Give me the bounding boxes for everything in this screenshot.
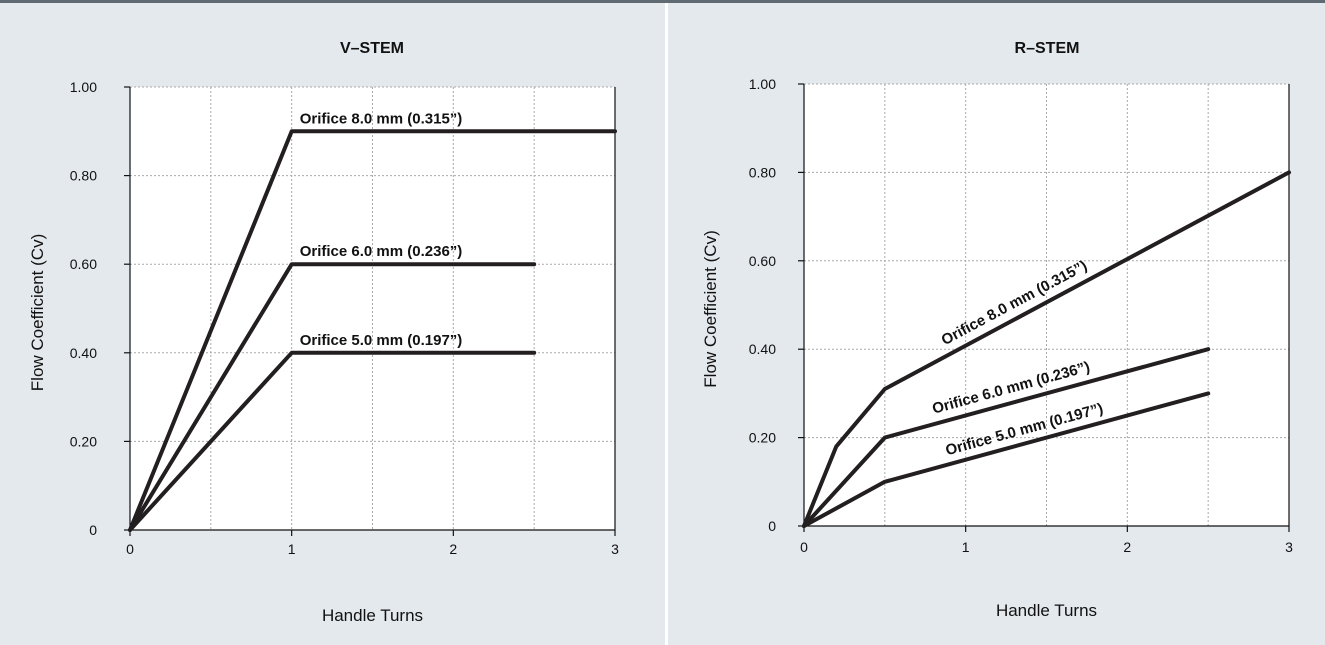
r-stem-y-tick-label: 0: [768, 518, 776, 534]
r-stem-y-tick-label: 0.20: [749, 430, 776, 446]
v-stem-series-line-1: [128, 129, 617, 532]
r-stem-x-tick-label: 0: [800, 539, 808, 555]
r-stem-series-line-1: [802, 170, 1291, 528]
v-stem-x-tick-label: 2: [449, 541, 457, 557]
v-stem-y-tick-label: 0.80: [70, 168, 97, 184]
v-stem-series-line-3: [128, 350, 537, 532]
v-stem-y-tick-label: 0: [89, 522, 97, 538]
v-stem-series-label-3: Orifice 5.0 mm (0.197”): [300, 332, 463, 349]
r-stem-y-axis-label: Flow Coefficient (Cv): [701, 230, 720, 387]
r-stem-y-tick-label: 1.00: [749, 76, 776, 92]
v-stem-series-label-1: Orifice 8.0 mm (0.315”): [300, 110, 463, 127]
r-stem-x-tick-label: 1: [962, 539, 970, 555]
r-stem-title: R–STEM: [1015, 40, 1080, 57]
r-stem-y-tick-label: 0.60: [749, 253, 776, 269]
v-stem-x-tick-label: 1: [288, 541, 296, 557]
r-stem-x-axis-label: Handle Turns: [996, 601, 1097, 620]
v-stem-title: V–STEM: [340, 40, 404, 57]
r-stem-series-line-3: [802, 391, 1211, 528]
v-stem-x-tick-label: 0: [126, 541, 134, 557]
r-stem-y-tick-label: 0.40: [749, 341, 776, 357]
v-stem-y-tick-label: 0.40: [70, 345, 97, 361]
v-stem-y-tick-label: 0.20: [70, 433, 97, 449]
v-stem-x-axis-label: Handle Turns: [322, 606, 423, 625]
v-stem-x-tick-label: 3: [611, 541, 619, 557]
v-stem-y-axis-label: Flow Coefficient (Cv): [28, 234, 47, 391]
r-stem-x-tick-label: 2: [1123, 539, 1131, 555]
v-stem-series-line-2: [128, 262, 537, 532]
v-stem-y-tick-label: 0.60: [70, 256, 97, 272]
r-stem-series-line-2: [802, 347, 1211, 528]
r-stem-y-tick-label: 0.80: [749, 164, 776, 180]
panel-divider: [665, 3, 668, 645]
r-stem-x-tick-label: 3: [1285, 539, 1293, 555]
v-stem-y-tick-label: 1.00: [70, 79, 97, 95]
v-stem-series-label-2: Orifice 6.0 mm (0.236”): [300, 243, 463, 260]
